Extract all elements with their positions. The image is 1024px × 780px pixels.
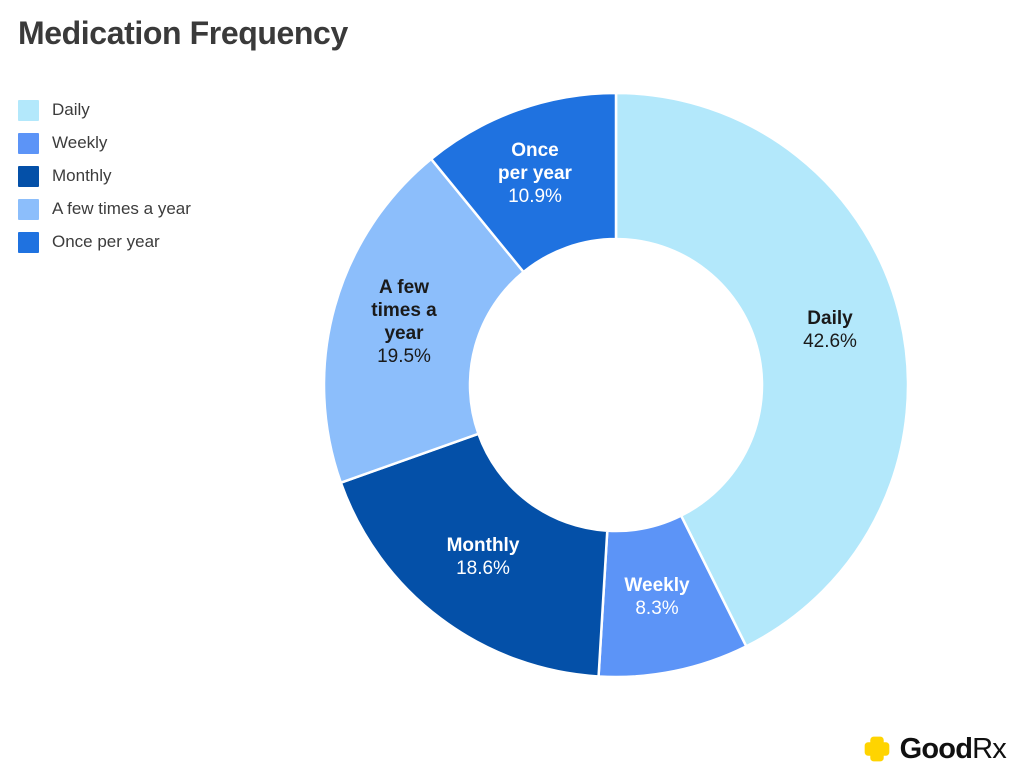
legend-item-label: Monthly [52,166,112,185]
legend-item-a-few-times-a-year[interactable]: A few times a year [18,198,191,220]
legend-swatch-icon [18,132,39,154]
plus-cross-icon [864,736,889,762]
donut-slice[interactable]: A few times a year 19.5% [322,157,525,484]
legend-item-weekly[interactable]: Weekly [18,132,191,154]
legend-item-label: Once per year [52,232,160,251]
legend-item-daily[interactable]: Daily [18,99,191,121]
legend-swatch-icon [18,99,39,121]
legend-item-label: Weekly [52,133,108,152]
legend-swatch-icon [18,165,39,187]
chart-legend: Daily Weekly Monthly A few times a year … [18,99,191,253]
goodrx-wordmark-rx: Rx [972,733,1007,765]
goodrx-wordmark-good: Good [899,733,973,765]
legend-item-monthly[interactable]: Monthly [18,165,191,187]
donut-slice-layer: Daily 42.6%Weekly 8.3%Monthly 18.6%A few… [322,91,910,679]
donut-slice[interactable]: Daily 42.6% [614,91,910,648]
legend-swatch-icon [18,231,39,253]
donut-slice[interactable]: Monthly 18.6% [339,432,609,678]
legend-swatch-icon [18,198,39,220]
page-title: Medication Frequency [18,15,348,51]
goodrx-wordmark: GoodRx [899,733,1007,765]
legend-item-once-per-year[interactable]: Once per year [18,231,191,253]
legend-item-label: A few times a year [52,199,191,218]
legend-item-label: Daily [52,100,90,119]
goodrx-logo: GoodRx [863,733,1007,765]
donut-slice[interactable]: Once per year 10.9% [429,91,618,274]
